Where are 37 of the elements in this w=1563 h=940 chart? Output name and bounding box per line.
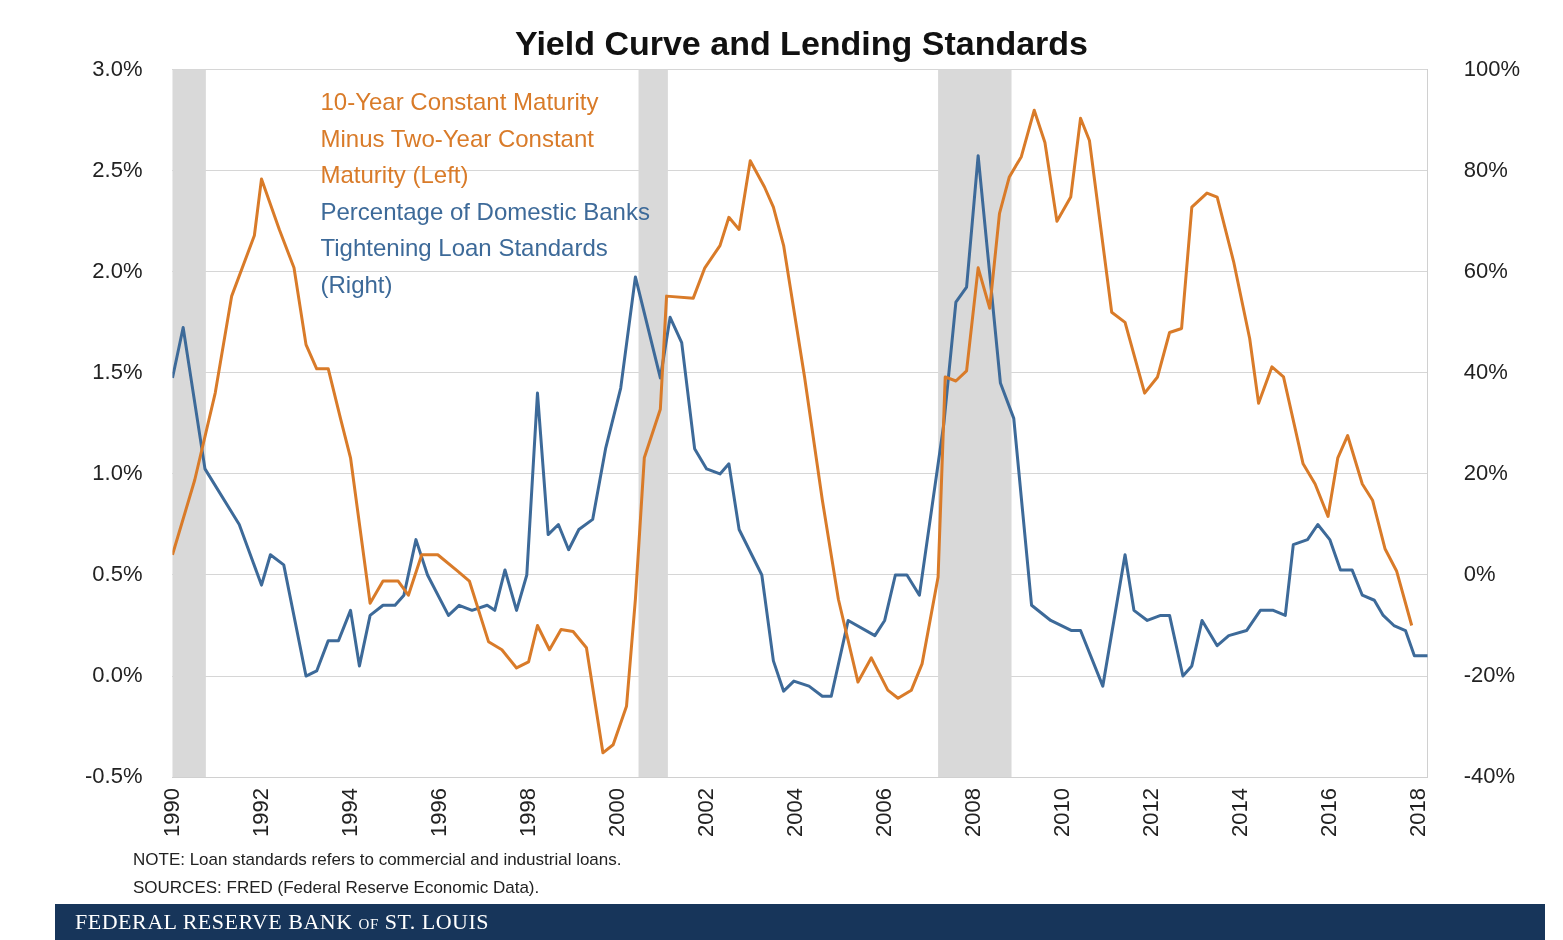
x-tick-label: 2008 — [959, 788, 985, 838]
series-label: Percentage of Domestic Banks Tightening Loan Standards (Right) — [320, 197, 650, 298]
y2-tick-label: 100% — [1463, 55, 1521, 81]
x-tick-label: 1998 — [514, 788, 540, 838]
y-tick-label: 2.0% — [92, 257, 143, 283]
x-tick-label: 2016 — [1315, 788, 1341, 838]
x-tick-label: 1996 — [425, 788, 451, 838]
text: FEDERAL RESERVE BANK of ST. LOUIS — [55, 904, 1545, 940]
x-tick-label: 1992 — [247, 788, 273, 838]
y-tick-label: -0.5% — [84, 763, 143, 789]
y2-tick-label: -40% — [1463, 763, 1516, 789]
x-tick-label: 2000 — [603, 788, 629, 838]
chart-title: Yield Curve and Lending Standards — [514, 23, 1089, 62]
x-tick-label: 2010 — [1048, 788, 1074, 838]
x-tick-label: 2004 — [781, 788, 807, 838]
y2-tick-label: 60% — [1463, 257, 1508, 283]
y2-tick-label: 0% — [1463, 561, 1496, 587]
y-tick-label: 2.5% — [92, 156, 143, 182]
x-tick-label: 2002 — [692, 788, 718, 838]
x-tick-label: 1994 — [336, 788, 362, 838]
y-tick-label: 3.0% — [92, 55, 143, 81]
y-tick-label: 0.5% — [92, 561, 143, 587]
source-note: SOURCES: FRED (Federal Reserve Economic Data). — [133, 877, 541, 899]
text: 10-Year Constant Maturity Minus Two-Year Constant Maturity (Left) — [320, 88, 599, 189]
y2-tick-label: 80% — [1463, 156, 1508, 182]
text: NOTE: Loan standards refers to commercial and industrial loans. — [133, 849, 622, 871]
x-tick-label: 2014 — [1226, 788, 1252, 838]
x-tick-label: 2012 — [1137, 788, 1163, 838]
y-tick-label: 1.0% — [92, 460, 143, 486]
y-tick-label: 1.5% — [92, 358, 143, 384]
y2-tick-label: 40% — [1463, 358, 1508, 384]
y-tick-label: 0.0% — [92, 662, 143, 688]
y2-tick-label: -20% — [1463, 662, 1516, 688]
y2-tick-label: 20% — [1463, 460, 1508, 486]
x-tick-label: 2006 — [870, 788, 896, 838]
x-tick-label: 1990 — [158, 788, 184, 838]
x-tick-label: 2018 — [1404, 788, 1430, 838]
